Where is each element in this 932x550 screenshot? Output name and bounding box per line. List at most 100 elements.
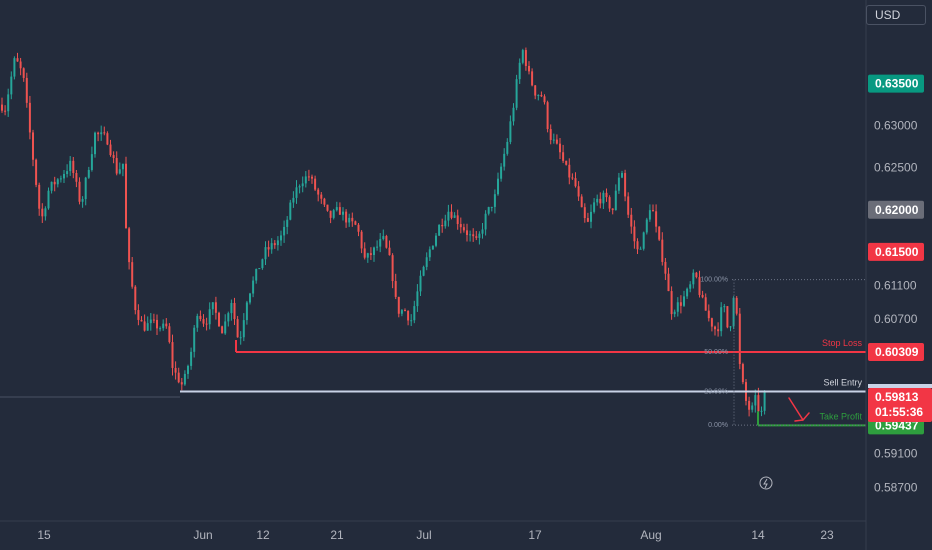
candle-body [90, 154, 93, 170]
candle-body [100, 132, 103, 135]
candle-body [311, 176, 313, 179]
currency-button[interactable]: USD [866, 5, 926, 25]
overlays-layer: Stop Loss Sell Entry Take Profit 100.00% 50.… [0, 277, 866, 490]
candle-body [276, 240, 279, 246]
candle-body [655, 211, 658, 227]
candle-body [335, 207, 338, 211]
candle-body [608, 197, 611, 209]
candle-body [549, 129, 552, 140]
candle-body [165, 323, 168, 327]
candle-body [317, 189, 320, 195]
candle-body [292, 197, 295, 203]
x-tick-label: Aug [640, 528, 661, 542]
candle-body [385, 236, 388, 248]
candle-body [177, 372, 180, 383]
x-tick-label: 23 [820, 528, 834, 542]
price-badges: 0.635000.620000.615000.603090.594370.598… [868, 74, 932, 435]
y-tick-label: 0.63000 [874, 119, 918, 133]
candle-body [363, 248, 366, 258]
candle-body [75, 172, 78, 182]
sell-entry-badge-strip [868, 384, 932, 388]
candle-body [94, 132, 96, 155]
candle-body [596, 198, 599, 203]
candle-body [295, 187, 298, 198]
candle-body [187, 365, 189, 374]
candle-body [97, 132, 100, 135]
candle-body [472, 234, 475, 237]
x-tick-label: 17 [528, 528, 542, 542]
candle-body [84, 177, 87, 200]
time-axis[interactable]: 15 Jun 12 21 Jul 17 Aug 14 23 [0, 520, 866, 542]
candle-body [416, 291, 419, 307]
candle-body [413, 306, 416, 321]
candle-body [404, 310, 406, 312]
price-axis[interactable]: 0.63000 0.62500 0.61100 0.60700 0.59100 0.587… [865, 0, 918, 550]
candle-body [763, 391, 766, 411]
candle-body [289, 202, 292, 220]
candle-body [534, 85, 537, 96]
candle-body [314, 178, 317, 190]
candle-body [267, 247, 270, 250]
candle-body [571, 177, 574, 179]
x-tick-label: 21 [330, 528, 344, 542]
lightning-icon [759, 476, 773, 490]
fib-level-label: 50.00% [704, 349, 728, 356]
candle-body [149, 319, 152, 324]
candle-body [500, 166, 503, 179]
candle-body [410, 320, 413, 322]
candle-body [518, 62, 521, 80]
candle-body [562, 152, 565, 161]
candle-body [44, 208, 47, 217]
candle-body [230, 302, 233, 314]
candle-body [503, 153, 506, 167]
candle-body [286, 219, 289, 227]
candle-body [270, 243, 273, 250]
candle-body [47, 190, 50, 209]
candle-body [760, 410, 763, 412]
price-badge [868, 242, 924, 261]
candle-body [131, 262, 134, 287]
candle-body [754, 395, 757, 406]
candle-body [574, 178, 577, 187]
candle-body [490, 206, 493, 208]
candle-body [38, 184, 41, 209]
candle-body [509, 121, 512, 142]
candle-body [1, 104, 3, 111]
candle-body [400, 310, 403, 314]
candle-body [280, 235, 282, 241]
current-price-label: 0.59813 [875, 390, 919, 404]
candle-body [348, 217, 351, 223]
candle-body [599, 198, 602, 204]
candle-body [431, 245, 434, 250]
candle-body [695, 272, 698, 278]
candle-body [249, 293, 251, 303]
candle-body [273, 243, 276, 246]
candle-body [689, 284, 692, 289]
candle-body [233, 302, 236, 320]
candle-body [81, 199, 84, 202]
candle-body [298, 186, 301, 188]
candle-body [63, 174, 65, 179]
candle-body [605, 192, 608, 198]
candle-body [590, 211, 592, 222]
candle-body [667, 273, 670, 292]
candle-body [726, 306, 729, 328]
candle-body [602, 192, 605, 204]
candle-body [35, 159, 38, 185]
candle-body [555, 139, 558, 144]
candle-body [481, 229, 484, 234]
candle-body [304, 176, 307, 184]
candle-body [360, 231, 363, 249]
candle-body [106, 133, 109, 145]
y-tick-label: 0.60700 [874, 312, 918, 326]
candle-body [435, 235, 437, 246]
candle-body [16, 58, 19, 62]
candle-body [593, 202, 596, 212]
candle-body [679, 302, 682, 306]
candle-body [236, 319, 239, 338]
candle-body [143, 321, 146, 331]
candle-body [388, 247, 391, 256]
candle-body [7, 94, 10, 112]
